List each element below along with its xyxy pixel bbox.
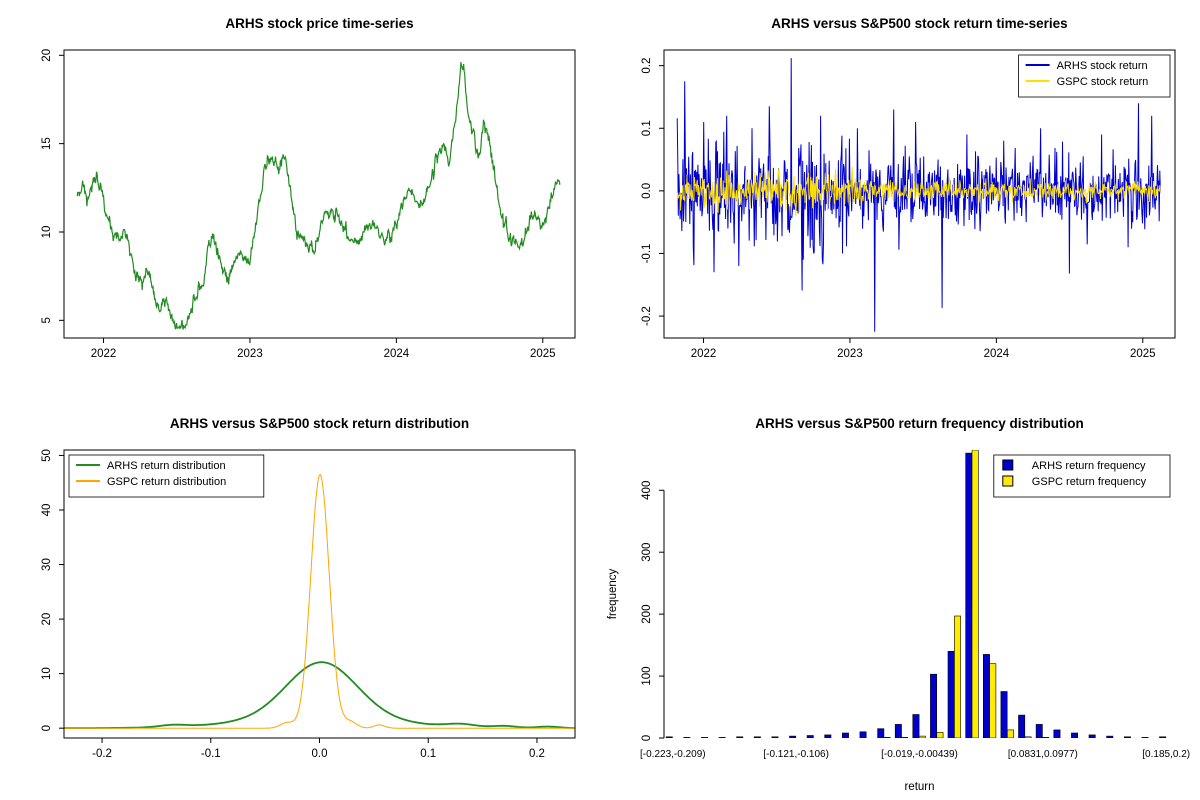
svg-text:-0.1: -0.1 xyxy=(201,748,221,760)
returns-frequency-chart-canvas: [-0.223,-0.209) [-0.121,-0.106) [-0.019,-0… xyxy=(607,450,1190,793)
svg-text:40: 40 xyxy=(41,504,53,517)
svg-text:100: 100 xyxy=(641,666,653,685)
svg-text:ARHS return frequency: ARHS return frequency xyxy=(1032,460,1146,472)
svg-text:2025: 2025 xyxy=(530,348,556,360)
svg-text:0.0: 0.0 xyxy=(641,183,653,199)
svg-text:GSPC return frequency: GSPC return frequency xyxy=(1032,476,1147,488)
svg-text:20: 20 xyxy=(41,613,53,626)
svg-text:2023: 2023 xyxy=(237,348,263,360)
returns-timeseries-chart: ARHS versus S&P500 stock return time-ser… xyxy=(600,0,1200,400)
svg-text:0.1: 0.1 xyxy=(420,748,436,760)
svg-text:0.0: 0.0 xyxy=(312,748,328,760)
svg-text:10: 10 xyxy=(41,226,53,239)
svg-text:[0.185,0.2): [0.185,0.2) xyxy=(1142,749,1190,760)
svg-text:[0.0831,0.0977): [0.0831,0.0977) xyxy=(1008,749,1078,760)
svg-text:GSPC return distribution: GSPC return distribution xyxy=(107,476,226,488)
svg-text:ARHS return distribution: ARHS return distribution xyxy=(107,460,226,472)
svg-text:10: 10 xyxy=(41,667,53,680)
svg-text:-0.2: -0.2 xyxy=(92,748,112,760)
returns-frequency-chart: ARHS versus S&P500 return frequency dist… xyxy=(600,400,1200,800)
returns-distribution-chart-title: ARHS versus S&P500 stock return distribu… xyxy=(169,416,470,431)
svg-text:2022: 2022 xyxy=(91,348,117,360)
svg-text:2022: 2022 xyxy=(691,348,717,360)
svg-text:2025: 2025 xyxy=(1130,348,1156,360)
svg-text:15: 15 xyxy=(41,137,53,150)
svg-text:400: 400 xyxy=(641,481,653,500)
returns-timeseries-chart-canvas: 2022 2023 2024 2025 -0.2 -0.1 0.0 0.1 0.2 ARHS st… xyxy=(641,49,1176,360)
arhs-price-chart: ARHS stock price time-series 2022 2023 202… xyxy=(0,0,600,400)
returns-distribution-chart: ARHS versus S&P500 stock return distribu… xyxy=(0,400,600,800)
svg-text:2023: 2023 xyxy=(837,348,863,360)
svg-text:300: 300 xyxy=(641,543,653,562)
svg-text:frequency: frequency xyxy=(607,569,619,620)
svg-text:5: 5 xyxy=(41,317,53,323)
arhs-price-chart-title: ARHS stock price time-series xyxy=(225,16,414,31)
svg-text:30: 30 xyxy=(41,558,53,571)
svg-text:[-0.121,-0.106): [-0.121,-0.106) xyxy=(763,749,829,760)
svg-text:-0.2: -0.2 xyxy=(641,306,653,326)
svg-text:0.2: 0.2 xyxy=(641,58,653,74)
arhs-price-chart-canvas: 2022 2023 2024 2025 5 10 15 20 xyxy=(41,49,576,360)
svg-text:200: 200 xyxy=(641,605,653,624)
returns-frequency-chart-title: ARHS versus S&P500 return frequency dist… xyxy=(755,416,1084,431)
svg-text:0: 0 xyxy=(641,735,653,741)
returns-timeseries-chart-title: ARHS versus S&P500 stock return time-ser… xyxy=(771,16,1068,31)
returns-distribution-chart-canvas: -0.2 -0.1 0.0 0.1 0.2 0 10 20 30 40 50 ARHS return … xyxy=(41,449,576,760)
svg-text:0.2: 0.2 xyxy=(529,748,545,760)
svg-text:2024: 2024 xyxy=(984,348,1010,360)
svg-text:[-0.019,-0.00439): [-0.019,-0.00439) xyxy=(881,749,958,760)
svg-text:50: 50 xyxy=(41,449,53,462)
svg-text:GSPC stock return: GSPC stock return xyxy=(1057,76,1149,88)
svg-text:20: 20 xyxy=(41,49,53,62)
svg-text:0.1: 0.1 xyxy=(641,120,653,136)
svg-text:2024: 2024 xyxy=(384,348,410,360)
svg-text:return: return xyxy=(904,781,934,793)
svg-text:-0.1: -0.1 xyxy=(641,244,653,264)
svg-text:[-0.223,-0.209): [-0.223,-0.209) xyxy=(640,749,706,760)
svg-text:ARHS stock return: ARHS stock return xyxy=(1057,60,1148,72)
svg-text:0: 0 xyxy=(41,725,53,731)
